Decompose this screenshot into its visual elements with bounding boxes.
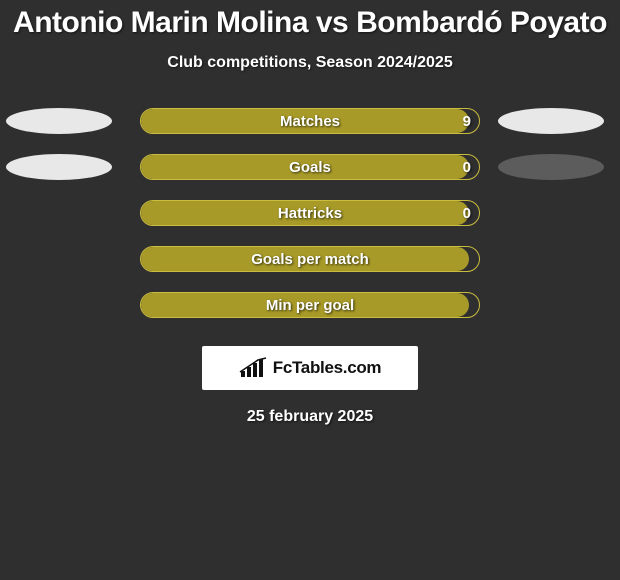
branding-text: FcTables.com <box>273 358 382 378</box>
stat-bar-fill <box>141 201 469 225</box>
page-title: Antonio Marin Molina vs Bombardó Poyato <box>0 6 620 40</box>
stat-bar-fill <box>141 247 469 271</box>
branding-badge: FcTables.com <box>202 346 418 390</box>
stat-bar: Min per goal <box>140 292 480 318</box>
stat-row-goals: Goals 0 <box>0 154 620 180</box>
comparison-card: Antonio Marin Molina vs Bombardó Poyato … <box>0 0 620 426</box>
stat-row-min-per-goal: Min per goal <box>0 292 620 318</box>
footer-date: 25 february 2025 <box>0 408 620 426</box>
stat-bar: Hattricks 0 <box>140 200 480 226</box>
player-b-marker <box>498 108 604 134</box>
stat-bar-fill <box>141 293 469 317</box>
stat-row-goals-per-match: Goals per match <box>0 246 620 272</box>
player-a-marker <box>6 108 112 134</box>
stat-rows: Matches 9 Goals 0 Hattricks 0 <box>0 108 620 318</box>
player-a-name: Antonio Marin Molina <box>13 6 308 39</box>
stat-bar-fill <box>141 155 469 179</box>
stat-bar: Matches 9 <box>140 108 480 134</box>
stat-bar: Goals per match <box>140 246 480 272</box>
player-b-name: Bombardó Poyato <box>356 6 607 39</box>
player-a-marker <box>6 154 112 180</box>
stat-bar-fill <box>141 109 469 133</box>
vs-separator: vs <box>316 6 348 39</box>
bar-chart-icon <box>239 357 269 379</box>
stat-row-hattricks: Hattricks 0 <box>0 200 620 226</box>
stat-row-matches: Matches 9 <box>0 108 620 134</box>
player-b-marker <box>498 154 604 180</box>
stat-bar: Goals 0 <box>140 154 480 180</box>
subtitle: Club competitions, Season 2024/2025 <box>0 54 620 72</box>
